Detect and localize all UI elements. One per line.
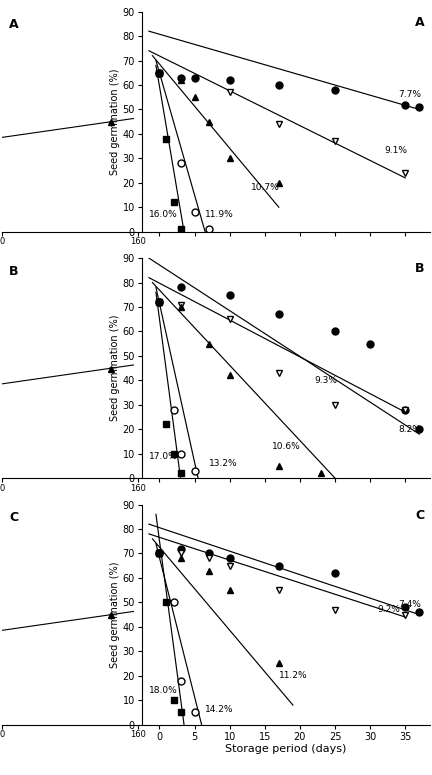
Text: B: B bbox=[9, 265, 19, 277]
Text: 18.0%: 18.0% bbox=[149, 686, 178, 695]
Text: 9.3%: 9.3% bbox=[314, 376, 337, 385]
Y-axis label: Seed germination (%): Seed germination (%) bbox=[110, 315, 120, 422]
Text: 11.2%: 11.2% bbox=[279, 671, 308, 680]
Text: A: A bbox=[9, 19, 19, 31]
Text: A: A bbox=[414, 16, 424, 29]
Text: 13.2%: 13.2% bbox=[209, 459, 237, 468]
Text: B: B bbox=[415, 263, 424, 275]
Text: 7.7%: 7.7% bbox=[398, 90, 421, 99]
X-axis label: Storage period (days): Storage period (days) bbox=[225, 744, 346, 754]
Text: 10.7%: 10.7% bbox=[251, 183, 280, 192]
Text: 11.9%: 11.9% bbox=[205, 210, 234, 219]
Text: 9.1%: 9.1% bbox=[384, 146, 407, 156]
Y-axis label: Seed germination (%): Seed germination (%) bbox=[110, 561, 120, 668]
Text: C: C bbox=[9, 512, 18, 524]
Text: C: C bbox=[415, 509, 424, 522]
Text: 14.2%: 14.2% bbox=[205, 705, 234, 715]
Text: 8.2%: 8.2% bbox=[398, 425, 421, 434]
Text: 16.0%: 16.0% bbox=[149, 210, 178, 219]
Text: 7.4%: 7.4% bbox=[398, 601, 421, 609]
Text: 9.2%: 9.2% bbox=[377, 605, 400, 615]
Y-axis label: Seed germination (%): Seed germination (%) bbox=[110, 68, 120, 175]
Text: 17.0%: 17.0% bbox=[149, 452, 178, 460]
Text: 10.6%: 10.6% bbox=[272, 442, 301, 451]
